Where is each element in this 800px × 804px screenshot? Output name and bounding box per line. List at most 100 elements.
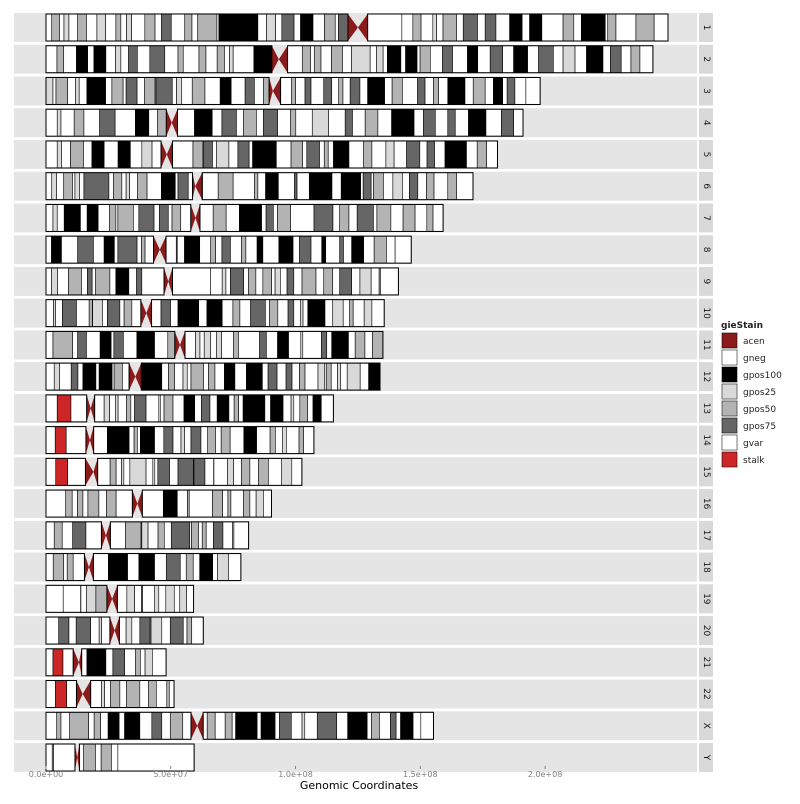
- chromosome-panel-19: 19: [14, 584, 713, 614]
- band-gpos100: [91, 140, 105, 169]
- band-gpos100: [256, 235, 264, 264]
- band-gpos75: [72, 521, 87, 550]
- strip-background: [699, 44, 713, 74]
- band-gneg: [402, 172, 410, 200]
- band-gneg: [363, 235, 375, 264]
- band-gneg: [108, 172, 114, 200]
- strip-label-9: 9: [701, 279, 711, 285]
- band-gpos75: [426, 140, 435, 169]
- band-gneg: [477, 45, 491, 74]
- band-gpos25: [154, 585, 160, 613]
- band-gpos100: [135, 108, 150, 137]
- band-gneg: [319, 140, 325, 169]
- band-acen: [195, 204, 200, 232]
- band-gpos50: [349, 299, 354, 327]
- band-gneg: [131, 616, 141, 645]
- band-gpos100: [242, 394, 266, 423]
- band-gneg: [541, 13, 564, 42]
- x-tick-label: 0.0e+00: [29, 770, 64, 779]
- band-gneg: [328, 108, 346, 137]
- band-gneg: [382, 45, 388, 74]
- band-acen: [140, 299, 147, 327]
- band-gneg: [293, 267, 303, 296]
- p-arm-outline: [45, 489, 133, 518]
- strip-background: [699, 679, 713, 709]
- band-gpos75: [321, 331, 328, 359]
- band-gneg: [430, 45, 443, 74]
- band-gneg: [502, 77, 508, 105]
- band-gpos50: [55, 77, 69, 105]
- band-gpos25: [359, 267, 372, 296]
- band-gpos25: [45, 77, 54, 105]
- band-gpos50: [232, 299, 241, 327]
- band-gpos75: [77, 331, 87, 359]
- band-gpos25: [432, 13, 437, 42]
- band-gneg: [401, 13, 414, 42]
- band-gpos75: [190, 426, 202, 454]
- band-acen: [271, 45, 279, 73]
- band-gneg: [194, 394, 202, 423]
- band-gpos100: [86, 648, 107, 677]
- band-gpos50: [210, 235, 216, 264]
- band-acen: [146, 299, 152, 327]
- band-gneg: [276, 362, 287, 391]
- band-gneg: [182, 45, 200, 74]
- band-gpos75: [279, 711, 292, 740]
- band-gpos100: [391, 108, 415, 137]
- band-gneg: [384, 77, 393, 105]
- strip-label-20: 20: [701, 625, 711, 637]
- band-gpos50: [197, 13, 218, 42]
- band-gneg: [336, 711, 349, 740]
- band-gneg: [266, 331, 278, 359]
- band-gneg: [57, 267, 69, 296]
- band-gneg: [71, 489, 78, 518]
- band-acen: [278, 45, 288, 73]
- band-gpos100: [239, 204, 262, 232]
- band-gpos100: [117, 140, 131, 169]
- band-gpos50: [301, 267, 317, 296]
- band-gneg: [366, 711, 372, 740]
- q-arm-outline: [93, 426, 315, 455]
- band-gpos25: [115, 394, 119, 423]
- band-gpos25: [51, 172, 57, 200]
- band-gpos75: [299, 235, 312, 264]
- band-gneg: [79, 743, 84, 772]
- strip-background: [699, 171, 713, 201]
- band-gpos50: [233, 331, 239, 359]
- band-gneg: [117, 743, 195, 772]
- legend-label: gvar: [743, 439, 764, 449]
- band-gpos100: [107, 426, 130, 454]
- band-gpos50: [324, 13, 336, 42]
- band-gpos25: [376, 45, 384, 74]
- band-gpos50: [168, 362, 175, 391]
- band-gpos50: [233, 394, 239, 423]
- band-gpos75: [158, 204, 169, 232]
- band-gpos50: [113, 172, 123, 200]
- p-arm-outline: [45, 108, 167, 137]
- band-gpos50: [217, 172, 234, 200]
- band-gneg: [370, 267, 380, 296]
- band-gneg: [212, 140, 217, 169]
- band-gneg: [131, 299, 142, 327]
- band-acen: [76, 680, 83, 708]
- band-gpos100: [331, 331, 349, 359]
- q-arm-outline: [280, 76, 541, 105]
- band-gneg: [124, 648, 136, 677]
- legend-item-gpos75: gpos75: [721, 417, 776, 434]
- band-gpos50: [185, 553, 194, 581]
- band-gpos100: [586, 45, 604, 74]
- chromosome-panel-8: 8: [14, 235, 713, 265]
- band-gpos75: [128, 45, 138, 74]
- band-gpos25: [101, 680, 105, 708]
- band-gneg: [466, 140, 478, 169]
- band-gneg: [332, 267, 341, 296]
- band-gpos75: [161, 13, 172, 42]
- legend-swatch: [721, 451, 738, 468]
- band-gneg: [118, 711, 125, 740]
- band-gpos100: [405, 45, 418, 74]
- band-gneg: [188, 489, 213, 518]
- band-gpos75: [304, 77, 312, 105]
- chromosome-panel-11: 11: [14, 330, 713, 360]
- band-gneg: [85, 521, 102, 550]
- strip-background: [699, 266, 713, 296]
